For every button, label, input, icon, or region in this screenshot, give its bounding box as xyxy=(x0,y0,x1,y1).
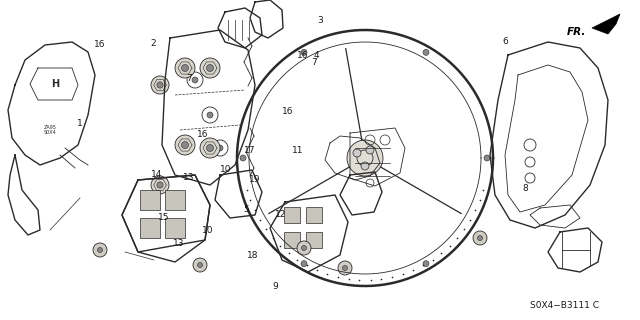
Text: FR.: FR. xyxy=(566,27,586,37)
Circle shape xyxy=(342,266,348,270)
Circle shape xyxy=(297,241,311,255)
Text: 11: 11 xyxy=(292,146,303,155)
Text: 14: 14 xyxy=(150,170,162,179)
Text: 16: 16 xyxy=(282,108,294,116)
Circle shape xyxy=(240,155,246,161)
Circle shape xyxy=(200,138,220,158)
Circle shape xyxy=(484,155,490,161)
Text: S0X4−B3111 C: S0X4−B3111 C xyxy=(531,300,600,309)
Circle shape xyxy=(97,247,102,252)
Circle shape xyxy=(366,146,374,154)
Circle shape xyxy=(477,236,483,241)
Circle shape xyxy=(423,49,429,55)
Circle shape xyxy=(473,231,487,245)
Circle shape xyxy=(182,65,189,71)
Text: 8: 8 xyxy=(522,184,527,193)
Text: H: H xyxy=(51,79,59,89)
Circle shape xyxy=(301,49,307,55)
Text: 18: 18 xyxy=(247,252,259,260)
Circle shape xyxy=(207,145,214,151)
Text: 7: 7 xyxy=(311,58,316,67)
Circle shape xyxy=(200,58,220,78)
Text: 5: 5 xyxy=(244,205,249,214)
Circle shape xyxy=(151,176,169,194)
Text: 9: 9 xyxy=(273,282,278,291)
Text: 12: 12 xyxy=(275,210,286,219)
Bar xyxy=(140,190,160,210)
Text: 16: 16 xyxy=(94,40,106,49)
Text: 10: 10 xyxy=(220,165,231,174)
Circle shape xyxy=(423,261,429,267)
Circle shape xyxy=(175,58,195,78)
Text: 1: 1 xyxy=(77,119,83,128)
Text: 19: 19 xyxy=(249,175,260,184)
Circle shape xyxy=(182,141,189,148)
Circle shape xyxy=(207,112,213,118)
Circle shape xyxy=(157,82,163,88)
Bar xyxy=(165,190,185,210)
Polygon shape xyxy=(592,14,620,34)
Circle shape xyxy=(338,261,352,275)
Text: ZA95
S0X4: ZA95 S0X4 xyxy=(44,124,56,135)
Text: 17: 17 xyxy=(244,146,255,155)
Bar xyxy=(284,232,300,248)
Text: 6: 6 xyxy=(503,37,508,46)
Circle shape xyxy=(192,77,198,83)
Bar xyxy=(306,232,322,248)
Circle shape xyxy=(301,245,307,251)
Circle shape xyxy=(217,145,223,151)
Text: 16: 16 xyxy=(297,52,308,60)
Text: 13: 13 xyxy=(173,239,185,248)
Circle shape xyxy=(151,76,169,94)
Circle shape xyxy=(353,149,361,157)
Bar xyxy=(140,218,160,238)
Circle shape xyxy=(175,135,195,155)
Text: 2: 2 xyxy=(151,39,156,48)
Text: 10: 10 xyxy=(202,226,214,235)
Circle shape xyxy=(207,65,214,71)
Bar xyxy=(306,207,322,223)
Text: 3: 3 xyxy=(317,16,323,25)
Circle shape xyxy=(193,258,207,272)
Circle shape xyxy=(157,182,163,188)
Text: 13: 13 xyxy=(183,173,195,182)
Circle shape xyxy=(347,140,383,176)
Circle shape xyxy=(301,261,307,267)
Circle shape xyxy=(198,262,202,268)
Circle shape xyxy=(93,243,107,257)
Text: 16: 16 xyxy=(196,130,208,139)
Text: 7: 7 xyxy=(186,74,191,83)
Text: 15: 15 xyxy=(158,213,170,222)
Bar xyxy=(165,218,185,238)
Text: 4: 4 xyxy=(314,52,319,60)
Circle shape xyxy=(361,162,369,170)
Bar xyxy=(284,207,300,223)
